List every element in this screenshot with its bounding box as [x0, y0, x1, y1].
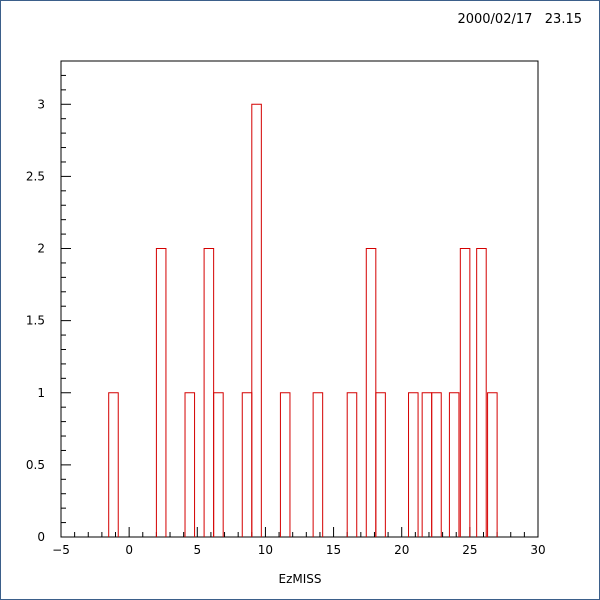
histogram-bin	[408, 392, 419, 537]
histogram-bin	[251, 103, 262, 537]
histogram-bin	[459, 248, 471, 537]
histogram-bin	[421, 392, 433, 537]
plot-frame	[60, 60, 539, 538]
x-tick-label: 25	[462, 543, 477, 557]
histogram-bin	[346, 392, 358, 537]
y-tick-label: 2.5	[26, 169, 45, 183]
histogram-bin	[155, 248, 167, 537]
histogram-bin	[279, 392, 291, 537]
histogram-bin	[365, 248, 377, 537]
histogram-bin	[431, 392, 442, 537]
x-tick-label: 10	[258, 543, 273, 557]
histogram-bin	[108, 392, 119, 537]
timestamp: 2000/02/17 23.15	[457, 12, 582, 27]
y-tick-label: 1.5	[26, 314, 45, 328]
histogram-bars	[108, 103, 498, 537]
x-tick-label: −5	[52, 543, 70, 557]
x-tick-label: 30	[530, 543, 545, 557]
histogram-bin	[487, 392, 498, 537]
x-axis-label: EzMISS	[278, 572, 321, 586]
histogram-bin	[241, 392, 253, 537]
histogram-bin	[476, 248, 487, 537]
x-tick-label: 5	[193, 543, 201, 557]
y-tick-label: 0	[37, 530, 45, 544]
y-tick-label: 0.5	[26, 458, 45, 472]
y-tick-label: 3	[37, 97, 45, 111]
x-tick-label: 20	[394, 543, 409, 557]
histogram-bin	[312, 392, 324, 537]
y-tick-label: 1	[37, 386, 45, 400]
histogram-bin	[375, 392, 386, 537]
axis-ticks: −5 0 5 10 15 20 25 30 0 0.5 1 1.5 2 2.5 3	[26, 60, 546, 557]
x-tick-label: 0	[125, 543, 133, 557]
histogram-bin	[203, 248, 215, 537]
histogram-bin	[213, 392, 224, 537]
histogram-bin	[184, 392, 196, 537]
histogram-bin	[448, 392, 460, 537]
x-tick-label: 15	[326, 543, 341, 557]
y-tick-label: 2	[37, 242, 45, 256]
